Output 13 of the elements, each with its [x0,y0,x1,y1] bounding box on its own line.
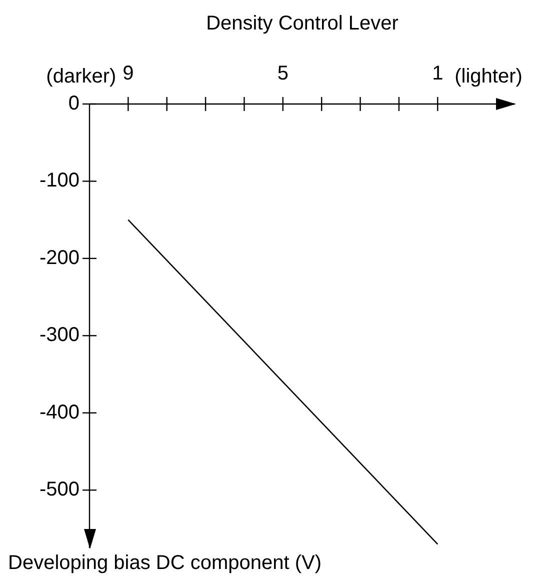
y-tick-label: -100 [39,170,80,192]
text: (darker) [46,66,116,88]
x-tick-label: 1 [432,62,444,85]
y-axis-title: Developing bias DC component (V) [8,552,322,574]
text: (lighter) [454,66,522,88]
x-tick-label: 5 [277,62,288,85]
y-tick-label: 0 [68,92,80,115]
x-tick-label: 9 [122,62,134,85]
y-tick-label: -400 [39,401,80,424]
x-axis-title: Density Control Lever [206,12,399,35]
y-tick-label: -200 [39,246,80,269]
y-tick-label: -300 [39,324,80,346]
y-tick-label: -500 [39,478,80,501]
